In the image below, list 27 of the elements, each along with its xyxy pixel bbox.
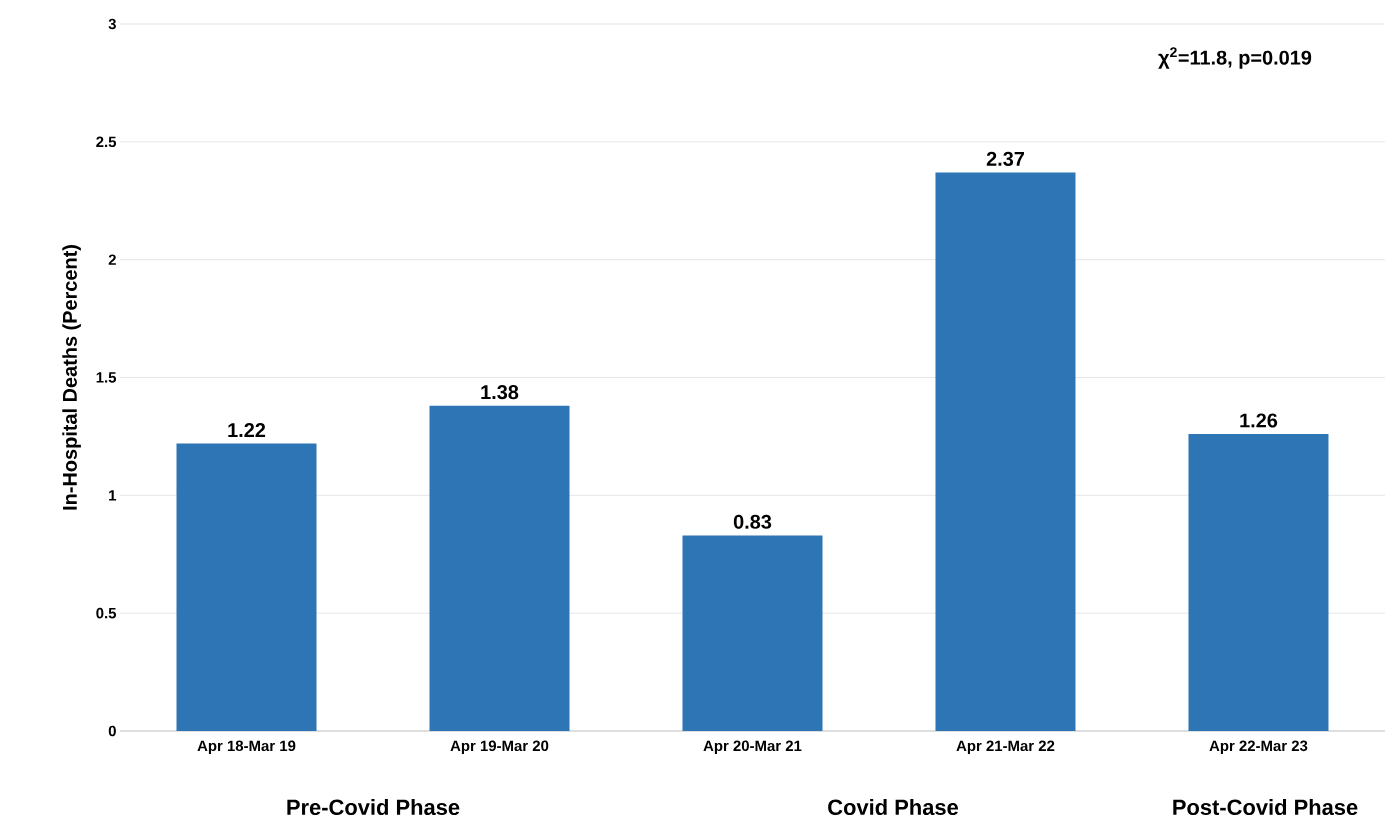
x-tick-label: Apr 18-Mar 19 (197, 740, 296, 755)
bar (176, 443, 317, 731)
data-label: 0.83 (733, 514, 772, 529)
y-tick-label: 2 (108, 254, 116, 265)
y-tick-label: 2.5 (96, 136, 117, 148)
y-tick-label: 1 (109, 490, 117, 501)
x-tick-label: Apr 22-Mar 23 (1209, 740, 1308, 755)
y-tick-label: 3 (108, 18, 116, 30)
bar (429, 405, 570, 731)
y-tick-label: 0.5 (96, 607, 117, 619)
bar (1188, 434, 1329, 731)
annotation: χ$^{2}$=11.8, p=0.019 (1158, 47, 1312, 69)
text: Post-Covid Phase (1173, 798, 1358, 816)
bar (682, 535, 823, 731)
x-tick-label: Apr 21-Mar 22 (956, 740, 1055, 755)
y-tick-label: 0 (108, 725, 116, 737)
x-tick-label: Apr 19-Mar 20 (450, 740, 549, 755)
x-tick-label: Apr 20-Mar 21 (703, 740, 802, 755)
text: Pre-Covid Phase (287, 798, 460, 816)
y-tick-label: 1.5 (96, 372, 117, 383)
text: Covid Phase (828, 798, 959, 816)
data-label: 1.22 (228, 423, 266, 437)
data-label: 1.26 (1240, 413, 1278, 428)
data-label: 2.37 (986, 151, 1024, 166)
bar (935, 172, 1076, 731)
y-axis-title: In-Hospital Deaths (Percent) (62, 245, 81, 510)
data-label: 1.38 (481, 385, 519, 400)
